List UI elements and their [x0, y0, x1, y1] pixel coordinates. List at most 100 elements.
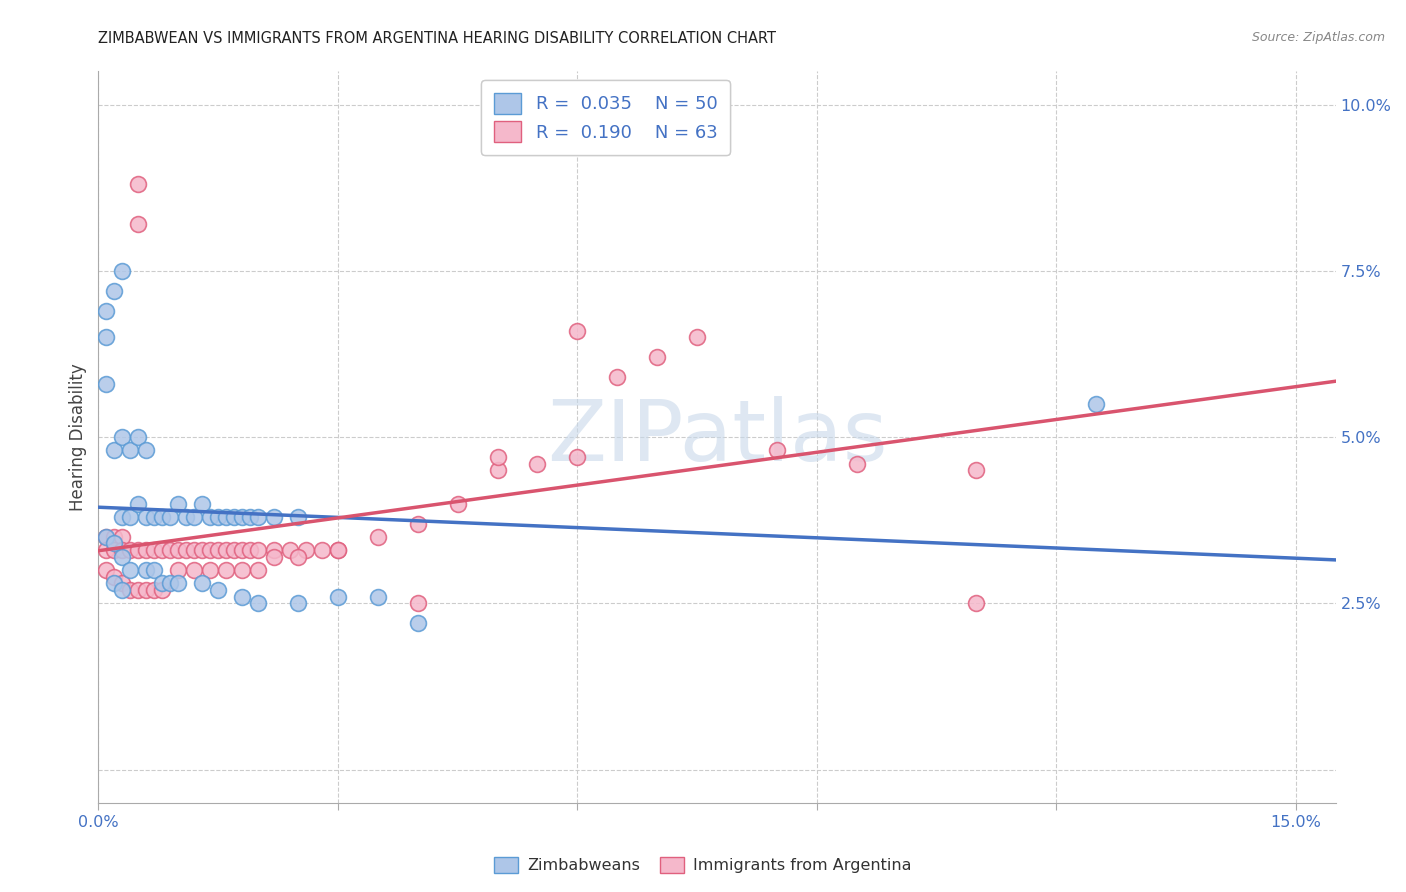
Y-axis label: Hearing Disability: Hearing Disability	[69, 363, 87, 511]
Point	[120, 509, 142, 524]
Point	[406, 596, 429, 610]
Point	[326, 590, 349, 604]
Point	[367, 590, 389, 604]
Point	[966, 463, 988, 477]
Point	[96, 376, 118, 391]
Point	[645, 351, 668, 365]
Point	[239, 543, 262, 558]
Point	[406, 616, 429, 631]
Point	[120, 543, 142, 558]
Point	[845, 457, 868, 471]
Point	[143, 509, 166, 524]
Point	[263, 509, 285, 524]
Point	[207, 543, 229, 558]
Point	[120, 582, 142, 597]
Point	[135, 582, 157, 597]
Point	[150, 543, 173, 558]
Point	[183, 563, 205, 577]
Point	[167, 497, 190, 511]
Point	[287, 509, 309, 524]
Point	[167, 563, 190, 577]
Legend: Zimbabweans, Immigrants from Argentina: Zimbabweans, Immigrants from Argentina	[488, 850, 918, 880]
Point	[167, 543, 190, 558]
Point	[263, 549, 285, 564]
Point	[207, 509, 229, 524]
Point	[135, 443, 157, 458]
Point	[174, 543, 197, 558]
Point	[198, 509, 221, 524]
Point	[183, 543, 205, 558]
Point	[567, 324, 589, 338]
Point	[103, 570, 125, 584]
Legend: R =  0.035    N = 50, R =  0.190    N = 63: R = 0.035 N = 50, R = 0.190 N = 63	[481, 80, 730, 154]
Point	[120, 443, 142, 458]
Point	[198, 563, 221, 577]
Point	[103, 543, 125, 558]
Point	[247, 543, 270, 558]
Point	[150, 576, 173, 591]
Point	[215, 543, 238, 558]
Point	[287, 549, 309, 564]
Point	[127, 217, 149, 231]
Point	[247, 509, 270, 524]
Point	[231, 590, 253, 604]
Point	[120, 563, 142, 577]
Point	[103, 443, 125, 458]
Point	[198, 543, 221, 558]
Point	[103, 576, 125, 591]
Point	[111, 264, 134, 278]
Point	[135, 509, 157, 524]
Point	[159, 509, 181, 524]
Point	[247, 563, 270, 577]
Point	[766, 443, 789, 458]
Point	[567, 450, 589, 464]
Text: Source: ZipAtlas.com: Source: ZipAtlas.com	[1251, 31, 1385, 45]
Point	[159, 576, 181, 591]
Text: ZIMBABWEAN VS IMMIGRANTS FROM ARGENTINA HEARING DISABILITY CORRELATION CHART: ZIMBABWEAN VS IMMIGRANTS FROM ARGENTINA …	[98, 31, 776, 46]
Point	[367, 530, 389, 544]
Point	[96, 563, 118, 577]
Point	[127, 430, 149, 444]
Point	[143, 582, 166, 597]
Point	[127, 497, 149, 511]
Point	[96, 530, 118, 544]
Point	[263, 543, 285, 558]
Point	[103, 536, 125, 550]
Point	[224, 543, 246, 558]
Point	[224, 509, 246, 524]
Point	[127, 178, 149, 192]
Point	[295, 543, 318, 558]
Point	[183, 509, 205, 524]
Point	[231, 543, 253, 558]
Point	[135, 543, 157, 558]
Point	[111, 549, 134, 564]
Point	[215, 563, 238, 577]
Point	[1085, 397, 1108, 411]
Point	[96, 303, 118, 318]
Point	[278, 543, 301, 558]
Point	[167, 576, 190, 591]
Point	[103, 284, 125, 298]
Point	[111, 530, 134, 544]
Point	[143, 563, 166, 577]
Point	[231, 563, 253, 577]
Point	[606, 370, 628, 384]
Point	[150, 582, 173, 597]
Point	[127, 543, 149, 558]
Point	[446, 497, 468, 511]
Point	[406, 516, 429, 531]
Point	[143, 543, 166, 558]
Point	[215, 509, 238, 524]
Point	[191, 497, 214, 511]
Point	[159, 543, 181, 558]
Point	[96, 330, 118, 344]
Point	[326, 543, 349, 558]
Point	[239, 509, 262, 524]
Point	[231, 509, 253, 524]
Point	[191, 543, 214, 558]
Point	[111, 582, 134, 597]
Point	[526, 457, 548, 471]
Point	[486, 463, 509, 477]
Point	[150, 509, 173, 524]
Point	[127, 582, 149, 597]
